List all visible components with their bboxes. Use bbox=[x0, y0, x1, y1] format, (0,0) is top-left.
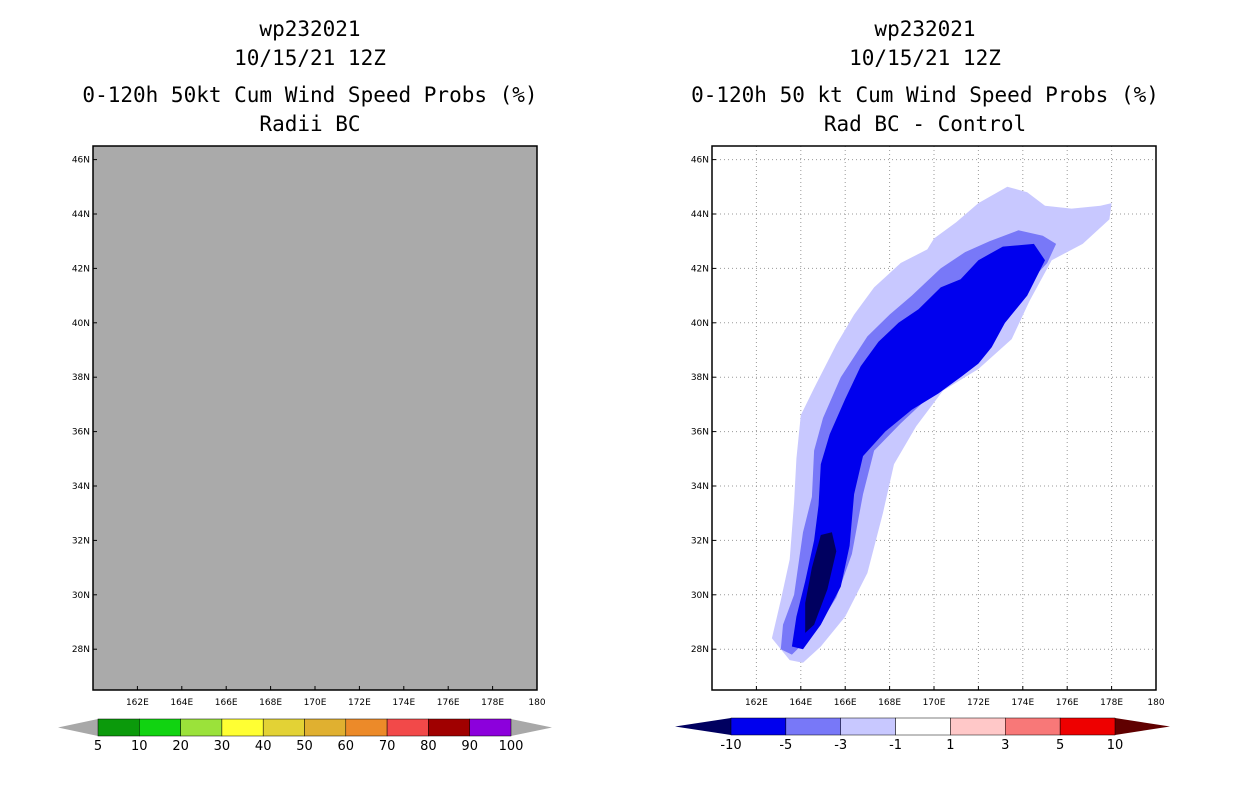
left-colorbar-label: 60 bbox=[338, 739, 355, 754]
right-colorbar-swatch bbox=[950, 717, 1006, 736]
right-y-tick-label: 38N bbox=[691, 373, 709, 383]
right-colorbar-label: -5 bbox=[779, 738, 792, 753]
left-colorbar-right-arrow bbox=[511, 719, 552, 736]
right-contour-band-3 bbox=[805, 532, 837, 633]
right-y-tick-label: 46N bbox=[691, 156, 709, 166]
left-colorbar-swatch bbox=[97, 718, 140, 737]
left-product-title: 0-120h 50kt Cum Wind Speed Probs (%) bbox=[82, 83, 538, 107]
left-colorbar-swatch bbox=[180, 718, 223, 737]
left-datetime: 10/15/21 12Z bbox=[234, 46, 386, 70]
left-colorbar-label: 20 bbox=[172, 739, 189, 754]
right-colorbar-label: 1 bbox=[946, 738, 954, 753]
right-contour-band-0 bbox=[771, 186, 1112, 663]
left-y-tick-label: 42N bbox=[72, 264, 90, 274]
left-colorbar-label: 50 bbox=[296, 739, 313, 754]
left-colorbar-swatch bbox=[345, 718, 388, 737]
right-x-tick-label: 172E bbox=[967, 698, 990, 708]
right-colorbar-label: -1 bbox=[889, 738, 902, 753]
right-colorbar-swatch bbox=[1005, 717, 1061, 736]
left-colorbar-swatch bbox=[428, 718, 470, 737]
right-y-tick-label: 34N bbox=[691, 482, 709, 492]
left-colorbar-label: 10 bbox=[131, 739, 148, 754]
left-colorbar-label: 90 bbox=[461, 739, 478, 754]
right-colorbar-label: -3 bbox=[834, 738, 847, 753]
left-colorbar-label: 70 bbox=[379, 739, 396, 754]
right-x-tick-label: 180 bbox=[1147, 698, 1164, 708]
left-y-tick-label: 44N bbox=[72, 210, 90, 220]
left-colorbar-label: 100 bbox=[499, 739, 524, 754]
right-subtitle: Rad BC - Control bbox=[823, 112, 1027, 136]
left-colorbar-swatch bbox=[469, 718, 512, 737]
right-colorbar-left-arrow bbox=[675, 718, 731, 735]
left-storm-id: wp232021 bbox=[259, 17, 361, 41]
left-colorbar-label: 40 bbox=[255, 739, 272, 754]
right-product-title: 0-120h 50 kt Cum Wind Speed Probs (%) bbox=[691, 83, 1159, 107]
right-x-tick-label: 166E bbox=[834, 698, 857, 708]
right-y-tick-label: 28N bbox=[691, 645, 709, 655]
left-y-tick-label: 38N bbox=[72, 373, 90, 383]
left-colorbar-swatch bbox=[304, 718, 347, 737]
left-colorbar-label: 30 bbox=[214, 739, 231, 754]
right-x-tick-label: 178E bbox=[1100, 698, 1123, 708]
left-y-tick-label: 40N bbox=[72, 319, 90, 329]
left-colorbar-swatch bbox=[221, 718, 264, 737]
left-subtitle: Radii BC bbox=[259, 112, 361, 136]
right-colorbar-label: 3 bbox=[1001, 738, 1009, 753]
left-plot-area bbox=[93, 146, 537, 690]
right-y-tick-label: 30N bbox=[691, 591, 709, 601]
right-colorbar-label: -10 bbox=[720, 738, 741, 753]
left-x-tick-label: 170E bbox=[304, 698, 327, 708]
left-y-tick-label: 46N bbox=[72, 156, 90, 166]
right-y-tick-label: 42N bbox=[691, 264, 709, 274]
left-x-tick-label: 168E bbox=[259, 698, 282, 708]
right-x-tick-label: 174E bbox=[1011, 698, 1034, 708]
right-colorbar-swatch bbox=[785, 717, 841, 736]
right-colorbar-label: 5 bbox=[1056, 738, 1064, 753]
left-colorbar-swatch bbox=[139, 718, 181, 737]
right-contour-band-2 bbox=[791, 243, 1045, 650]
right-colorbar-swatch bbox=[730, 717, 787, 736]
right-colorbar-swatch bbox=[840, 717, 896, 736]
right-colorbar-swatch bbox=[1059, 717, 1116, 736]
left-colorbar-left-arrow bbox=[58, 719, 98, 736]
left-x-tick-label: 164E bbox=[170, 698, 193, 708]
right-panel-title-block: wp232021 10/15/21 12Z 0-120h 50 kt Cum W… bbox=[645, 15, 1205, 139]
left-y-tick-label: 34N bbox=[72, 482, 90, 492]
left-y-tick-label: 36N bbox=[72, 428, 90, 438]
left-colorbar-swatch bbox=[386, 718, 429, 737]
right-y-tick-label: 44N bbox=[691, 210, 709, 220]
right-x-tick-label: 168E bbox=[878, 698, 901, 708]
right-y-tick-label: 36N bbox=[691, 428, 709, 438]
right-colorbar-right-arrow bbox=[1115, 718, 1170, 735]
left-y-tick-label: 32N bbox=[72, 536, 90, 546]
left-colorbar-label: 5 bbox=[94, 739, 102, 754]
right-storm-id: wp232021 bbox=[874, 17, 976, 41]
left-y-tick-label: 30N bbox=[72, 591, 90, 601]
left-x-tick-label: 162E bbox=[126, 698, 149, 708]
right-colorbar-swatch bbox=[895, 717, 951, 736]
left-y-tick-label: 28N bbox=[72, 645, 90, 655]
left-panel-title-block: wp232021 10/15/21 12Z 0-120h 50kt Cum Wi… bbox=[30, 15, 590, 139]
left-x-tick-label: 166E bbox=[215, 698, 238, 708]
right-datetime: 10/15/21 12Z bbox=[849, 46, 1001, 70]
left-x-tick-label: 172E bbox=[348, 698, 371, 708]
left-colorbar-label: 80 bbox=[420, 739, 437, 754]
left-x-tick-label: 180 bbox=[528, 698, 545, 708]
right-y-tick-label: 40N bbox=[691, 319, 709, 329]
left-colorbar-swatch bbox=[262, 718, 305, 737]
left-x-tick-label: 174E bbox=[392, 698, 415, 708]
right-x-tick-label: 162E bbox=[745, 698, 768, 708]
right-x-tick-label: 164E bbox=[789, 698, 812, 708]
left-x-tick-label: 176E bbox=[437, 698, 460, 708]
right-colorbar-label: 10 bbox=[1107, 738, 1124, 753]
right-x-tick-label: 176E bbox=[1056, 698, 1079, 708]
right-y-tick-label: 32N bbox=[691, 536, 709, 546]
right-x-tick-label: 170E bbox=[923, 698, 946, 708]
left-x-tick-label: 178E bbox=[481, 698, 504, 708]
